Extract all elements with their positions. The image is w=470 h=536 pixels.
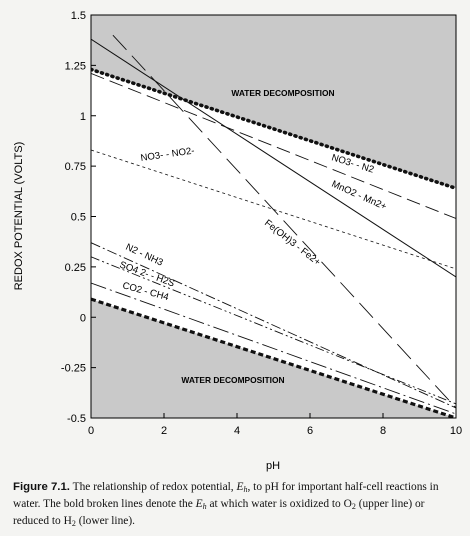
y-tick-label-5: 0.25 (65, 262, 86, 274)
y-tick-label-1: 1.25 (65, 60, 86, 72)
series-line-3 (91, 38, 456, 278)
series-line-4 (91, 149, 456, 270)
lower-decomposition-region (91, 299, 456, 418)
caption-eh-2: Eh (195, 498, 207, 511)
upper-region-label: WATER DECOMPOSITION (231, 88, 334, 98)
y-tick-label-4: 0.5 (71, 212, 86, 224)
lower-region-label: WATER DECOMPOSITION (181, 375, 284, 385)
x-tick-label-3: 6 (307, 425, 313, 437)
plot-area (91, 15, 456, 418)
caption-text-2: , to pH for important half-cell reaction… (13, 481, 439, 510)
series-line-5 (112, 34, 456, 409)
y-axis-label: REDOX POTENTIAL (VOLTS) (13, 142, 25, 291)
redox-chart: 0 2 4 6 8 10 1.5 1.25 1 0.75 0.5 0.25 0 -0.25 -0.5 WAT… (13, 10, 462, 472)
y-tick-label-0: 1.5 (71, 10, 86, 22)
x-tick-label-2: 4 (234, 425, 240, 437)
h2-subscript: 2 (71, 519, 76, 528)
o2-subscript: 2 (351, 502, 356, 511)
series-line-6 (91, 242, 456, 409)
y-tick-label-8: -0.5 (67, 413, 86, 425)
x-axis-label: pH (266, 460, 280, 472)
figure-caption: Figure 7.1. The relationship of redox po… (13, 480, 463, 531)
x-tick-label-5: 10 (450, 425, 462, 437)
eh-subscript-2: h (202, 502, 207, 511)
caption-text-5: (lower line). (78, 515, 135, 527)
caption-text-3: at which water is oxidized to O (209, 498, 352, 510)
series-line-8 (91, 282, 456, 415)
caption-text-1: The relationship of redox potential, (72, 481, 234, 493)
series-line-2 (91, 73, 456, 219)
y-tick-label-7: -0.25 (61, 363, 86, 375)
eh-subscript: h (243, 485, 248, 494)
series-line-0 (91, 67, 456, 191)
x-tick-label-1: 2 (161, 425, 167, 437)
x-tick-label-4: 8 (380, 425, 386, 437)
upper-decomposition-region (91, 15, 456, 189)
y-tick-label-3: 0.75 (65, 161, 86, 173)
x-tick-label-0: 0 (88, 425, 94, 437)
y-tick-label-6: 0 (80, 312, 86, 324)
figure-label: Figure 7.1. (13, 481, 70, 493)
eh-symbol: E (236, 481, 244, 493)
y-tick-label-2: 1 (80, 111, 86, 123)
caption-eh: Eh (236, 481, 248, 494)
caption-text-4: (upper line) or reduced to H (13, 498, 425, 527)
eh-symbol-2: E (195, 498, 203, 510)
